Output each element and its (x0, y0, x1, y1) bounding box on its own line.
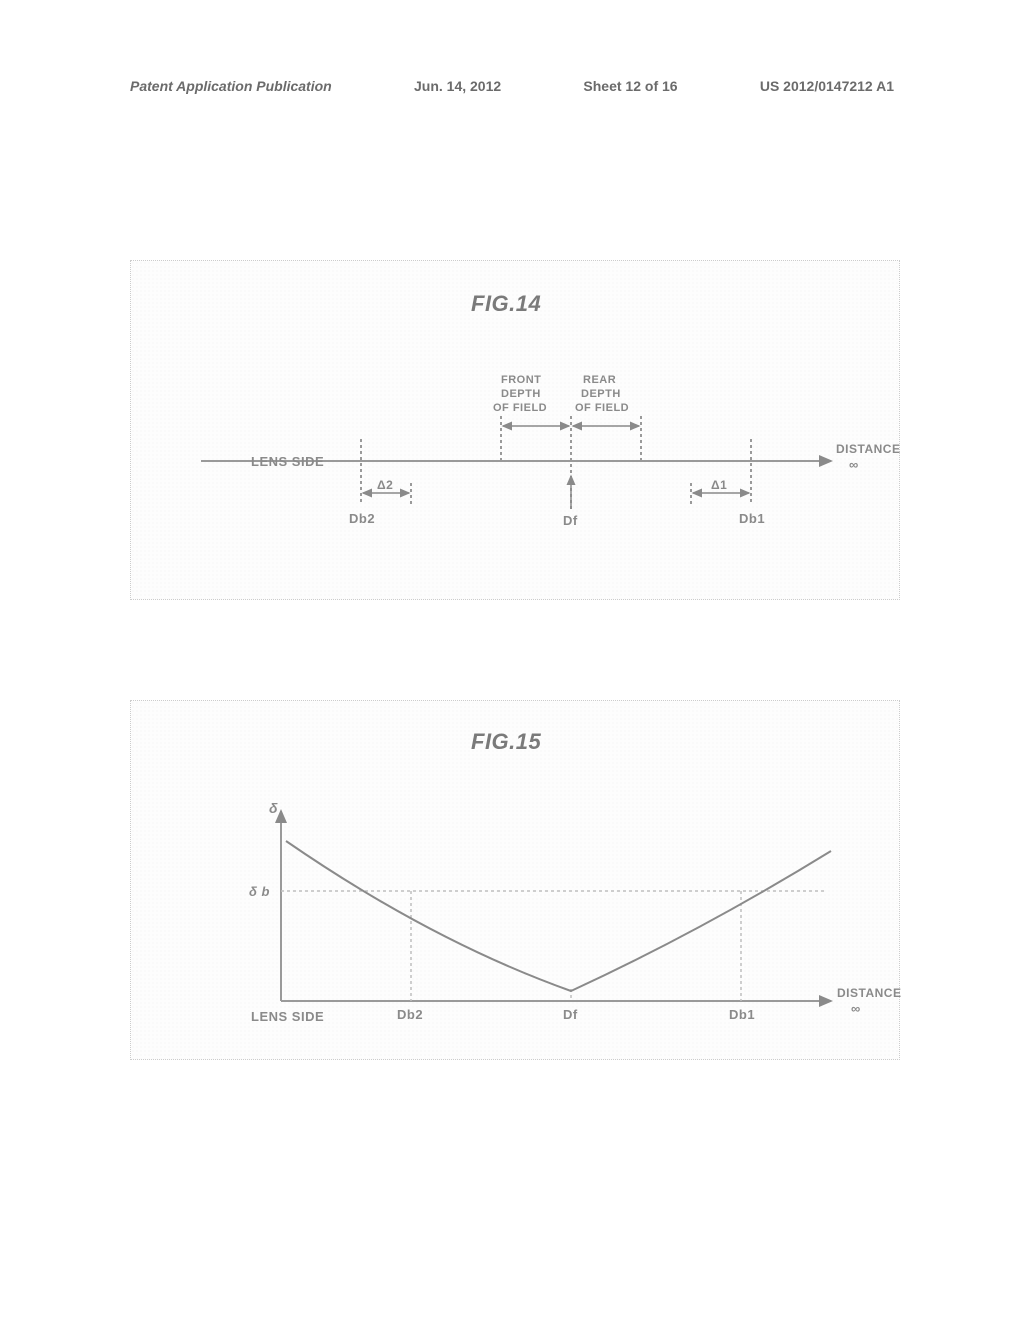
rear-dof-3: OF FIELD (575, 402, 629, 414)
pub-num: US 2012/0147212 A1 (760, 78, 894, 94)
page-header: Patent Application Publication Jun. 14, … (0, 78, 1024, 94)
front-dof-1: FRONT (501, 374, 541, 386)
infinity-label-15: ∞ (851, 1001, 861, 1016)
infinity-label: ∞ (849, 457, 859, 472)
figure-15: FIG.15 δ δ b LENS SIDE DISTANCE ∞ Db2 Df… (130, 700, 900, 1060)
delta-label: δ (269, 800, 278, 816)
rear-dof-1: REAR (583, 374, 616, 386)
df-label-15: Df (563, 1007, 578, 1022)
delta2-label: Δ2 (377, 478, 393, 492)
front-dof-3: OF FIELD (493, 402, 547, 414)
fig14-svg: LENS SIDE DISTANCE ∞ FRONT DEPTH OF FIEL… (131, 261, 901, 601)
lens-side-label-15: LENS SIDE (251, 1009, 324, 1024)
delta1-label: Δ1 (711, 478, 727, 492)
lens-side-label: LENS SIDE (251, 454, 324, 469)
df-label: Df (563, 513, 578, 528)
fig15-svg: δ δ b LENS SIDE DISTANCE ∞ Db2 Df Db1 (131, 701, 901, 1061)
pub-sheet: Sheet 12 of 16 (583, 78, 677, 94)
front-dof-2: DEPTH (501, 388, 541, 400)
db1-label: Db1 (739, 511, 765, 526)
delta-b-label: δ b (249, 884, 270, 899)
distance-label-15: DISTANCE (837, 986, 901, 1000)
distance-label: DISTANCE (836, 442, 900, 456)
figure-14: FIG.14 LENS SIDE (130, 260, 900, 600)
pub-left: Patent Application Publication (130, 78, 332, 94)
db2-label-15: Db2 (397, 1007, 423, 1022)
delta-curve (286, 841, 831, 991)
db2-label: Db2 (349, 511, 375, 526)
pub-date: Jun. 14, 2012 (414, 78, 501, 94)
db1-label-15: Db1 (729, 1007, 755, 1022)
rear-dof-2: DEPTH (581, 388, 621, 400)
